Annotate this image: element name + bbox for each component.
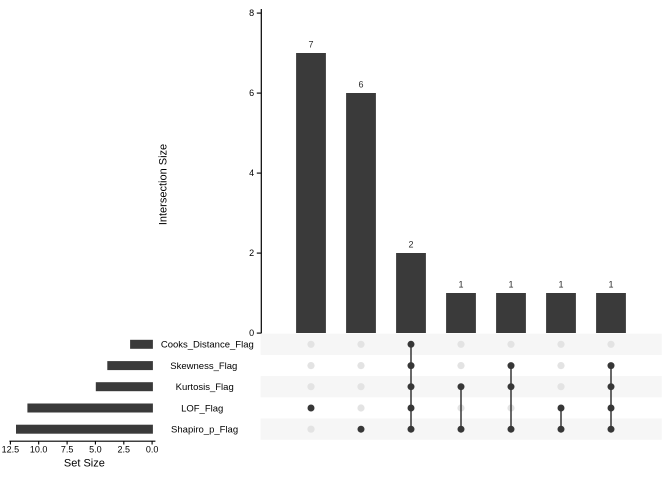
svg-text:2.5: 2.5 xyxy=(118,445,131,455)
svg-text:0: 0 xyxy=(249,328,254,338)
svg-text:6: 6 xyxy=(249,88,254,98)
svg-text:1: 1 xyxy=(508,280,513,290)
svg-text:10.0: 10.0 xyxy=(30,445,48,455)
svg-text:0.0: 0.0 xyxy=(146,445,159,455)
svg-text:Cooks_Distance_Flag: Cooks_Distance_Flag xyxy=(161,340,254,351)
svg-text:2: 2 xyxy=(249,248,254,258)
svg-text:1: 1 xyxy=(608,280,613,290)
svg-text:2: 2 xyxy=(408,240,413,250)
svg-text:Kurtosis_Flag: Kurtosis_Flag xyxy=(176,382,234,393)
svg-text:4: 4 xyxy=(249,168,254,178)
svg-text:Shapiro_p_Flag: Shapiro_p_Flag xyxy=(171,425,238,436)
svg-text:1: 1 xyxy=(558,280,563,290)
svg-text:LOF_Flag: LOF_Flag xyxy=(181,403,223,414)
svg-text:7.5: 7.5 xyxy=(61,445,74,455)
svg-text:Intersection Size: Intersection Size xyxy=(158,144,170,225)
svg-text:Set Size: Set Size xyxy=(64,458,105,470)
svg-text:Skewness_Flag: Skewness_Flag xyxy=(170,361,237,372)
svg-text:12.5: 12.5 xyxy=(2,445,20,455)
svg-text:7: 7 xyxy=(308,40,313,50)
svg-text:5.0: 5.0 xyxy=(89,445,102,455)
svg-text:8: 8 xyxy=(249,8,254,18)
svg-text:6: 6 xyxy=(358,80,363,90)
svg-text:1: 1 xyxy=(458,280,463,290)
